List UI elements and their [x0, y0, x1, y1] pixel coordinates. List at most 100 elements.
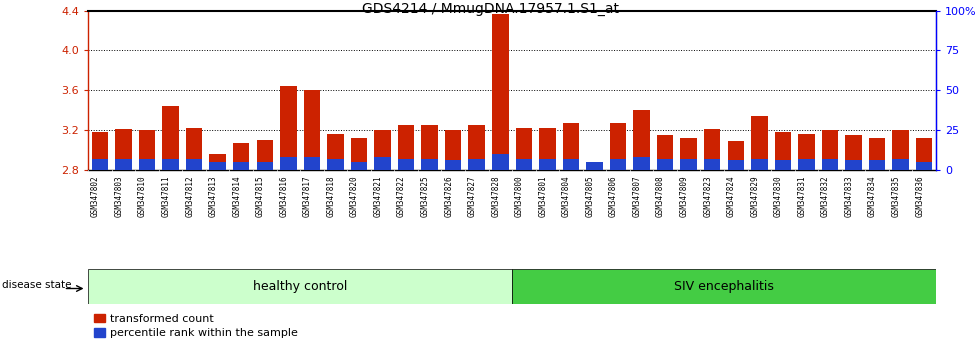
Bar	[374, 130, 391, 170]
Bar	[680, 138, 697, 170]
Bar	[727, 141, 744, 170]
Text: GSM347835: GSM347835	[892, 175, 901, 217]
Bar	[421, 159, 438, 170]
Text: GSM347822: GSM347822	[397, 175, 406, 217]
Text: GSM347815: GSM347815	[256, 175, 265, 217]
Bar	[515, 159, 532, 170]
Text: GSM347818: GSM347818	[326, 175, 335, 217]
Bar	[445, 130, 462, 170]
Bar	[845, 160, 861, 170]
Bar	[327, 159, 344, 170]
Bar	[304, 90, 320, 170]
Bar	[845, 135, 861, 170]
Bar	[539, 128, 556, 170]
Bar	[186, 159, 203, 170]
Text: GSM347814: GSM347814	[232, 175, 241, 217]
Text: disease state: disease state	[2, 280, 72, 290]
Bar	[233, 162, 250, 170]
Text: GSM347828: GSM347828	[491, 175, 500, 217]
Bar	[893, 159, 908, 170]
Text: GSM347829: GSM347829	[751, 175, 760, 217]
Bar	[163, 159, 179, 170]
Bar	[445, 160, 462, 170]
Text: GSM347802: GSM347802	[91, 175, 100, 217]
Bar	[351, 162, 368, 170]
Text: GSM347823: GSM347823	[704, 175, 712, 217]
Bar	[163, 106, 179, 170]
Text: GSM347811: GSM347811	[162, 175, 171, 217]
Bar	[563, 123, 579, 170]
Bar	[327, 134, 344, 170]
Bar	[704, 129, 720, 170]
Bar	[539, 159, 556, 170]
Bar	[798, 134, 814, 170]
Bar	[304, 157, 320, 170]
Bar	[821, 159, 838, 170]
Text: GSM347832: GSM347832	[821, 175, 830, 217]
Bar	[727, 160, 744, 170]
Text: SIV encephalitis: SIV encephalitis	[674, 280, 774, 293]
Text: GSM347836: GSM347836	[915, 175, 924, 217]
Bar	[468, 125, 485, 170]
Bar	[351, 138, 368, 170]
Bar	[116, 129, 131, 170]
Bar	[210, 154, 226, 170]
Text: healthy control: healthy control	[253, 280, 347, 293]
Bar	[92, 159, 108, 170]
Bar	[233, 143, 250, 170]
Bar	[492, 154, 509, 170]
Bar	[869, 138, 885, 170]
Bar	[280, 157, 297, 170]
Text: GSM347801: GSM347801	[538, 175, 548, 217]
Bar	[610, 159, 626, 170]
Bar	[512, 269, 936, 304]
Text: GSM347831: GSM347831	[798, 175, 807, 217]
Text: GSM347833: GSM347833	[845, 175, 854, 217]
Text: GSM347809: GSM347809	[680, 175, 689, 217]
Text: GSM347816: GSM347816	[279, 175, 288, 217]
Bar	[116, 159, 131, 170]
Bar	[751, 159, 767, 170]
Text: GSM347821: GSM347821	[373, 175, 382, 217]
Text: GSM347810: GSM347810	[138, 175, 147, 217]
Bar	[869, 160, 885, 170]
Bar	[492, 13, 509, 170]
Bar	[798, 159, 814, 170]
Bar	[374, 157, 391, 170]
Bar	[774, 160, 791, 170]
Text: GSM347826: GSM347826	[444, 175, 453, 217]
Bar	[751, 116, 767, 170]
Text: GSM347825: GSM347825	[420, 175, 429, 217]
Bar	[398, 125, 415, 170]
Bar	[893, 130, 908, 170]
Text: GSM347824: GSM347824	[727, 175, 736, 217]
Bar	[257, 140, 273, 170]
Bar	[257, 162, 273, 170]
Text: GSM347804: GSM347804	[562, 175, 571, 217]
Bar	[210, 162, 226, 170]
Bar	[657, 135, 673, 170]
Bar	[88, 269, 512, 304]
Bar	[633, 110, 650, 170]
Text: GSM347812: GSM347812	[185, 175, 194, 217]
Bar	[139, 159, 155, 170]
Bar	[139, 130, 155, 170]
Text: GSM347827: GSM347827	[467, 175, 476, 217]
Text: GSM347834: GSM347834	[868, 175, 877, 217]
Bar	[657, 159, 673, 170]
Text: GSM347803: GSM347803	[115, 175, 123, 217]
Text: GSM347808: GSM347808	[656, 175, 665, 217]
Text: GSM347807: GSM347807	[632, 175, 642, 217]
Bar	[821, 130, 838, 170]
Text: GSM347817: GSM347817	[303, 175, 312, 217]
Text: GSM347813: GSM347813	[209, 175, 218, 217]
Bar	[398, 159, 415, 170]
Text: GSM347830: GSM347830	[774, 175, 783, 217]
Bar	[421, 125, 438, 170]
Bar	[633, 157, 650, 170]
Bar	[586, 162, 603, 170]
Legend: transformed count, percentile rank within the sample: transformed count, percentile rank withi…	[94, 314, 298, 338]
Bar	[186, 128, 203, 170]
Bar	[563, 159, 579, 170]
Text: GSM347800: GSM347800	[514, 175, 524, 217]
